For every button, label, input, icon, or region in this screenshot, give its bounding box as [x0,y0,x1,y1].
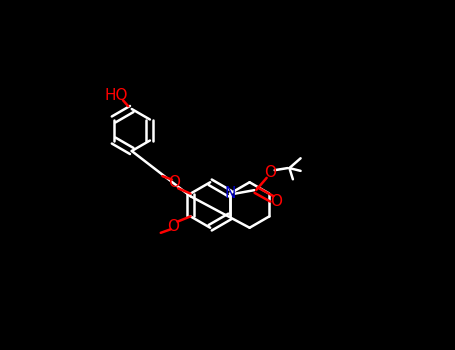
Text: O: O [270,194,282,209]
Text: O: O [168,175,180,190]
Text: O: O [264,165,276,180]
Text: N: N [224,186,236,201]
Text: HO: HO [104,88,128,103]
Text: O: O [167,219,179,234]
